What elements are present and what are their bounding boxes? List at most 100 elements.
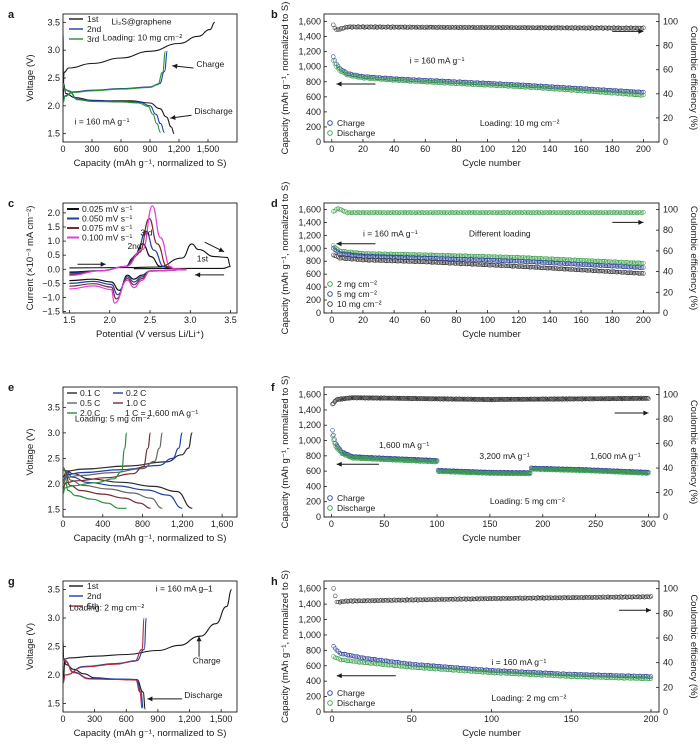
data-point bbox=[563, 257, 568, 262]
data-point bbox=[566, 261, 571, 266]
x-tick-label: 0 bbox=[329, 315, 334, 325]
data-point bbox=[498, 671, 504, 676]
data-point bbox=[504, 25, 509, 30]
annotation-arrow-head bbox=[336, 461, 342, 467]
data-point bbox=[501, 263, 506, 268]
data-point bbox=[338, 251, 344, 257]
data-point bbox=[488, 263, 493, 268]
x-tick-label: 140 bbox=[542, 315, 557, 325]
data-point bbox=[572, 595, 577, 601]
x-tick-label: 20 bbox=[358, 144, 368, 154]
data-point bbox=[604, 675, 609, 681]
data-point bbox=[645, 594, 650, 599]
data-point bbox=[545, 467, 551, 473]
data-point bbox=[642, 676, 647, 681]
data-point bbox=[633, 270, 638, 276]
data-point bbox=[482, 397, 487, 402]
data-point bbox=[487, 258, 492, 263]
data-point bbox=[572, 267, 578, 272]
data-point bbox=[346, 72, 352, 78]
data-point bbox=[639, 271, 645, 276]
data-point bbox=[554, 595, 560, 601]
data-point bbox=[511, 84, 517, 89]
data-point bbox=[364, 656, 370, 661]
data-point bbox=[448, 81, 453, 86]
data-point bbox=[616, 264, 621, 269]
data-point bbox=[465, 257, 470, 262]
data-point bbox=[525, 210, 531, 215]
data-point bbox=[551, 673, 556, 679]
data-point bbox=[499, 258, 504, 264]
data-point bbox=[539, 86, 545, 91]
data-point bbox=[353, 24, 358, 30]
data-point bbox=[463, 261, 468, 267]
data-point bbox=[617, 259, 623, 265]
data-point bbox=[391, 78, 397, 83]
data-point bbox=[518, 259, 523, 264]
data-point bbox=[384, 77, 389, 83]
data-point bbox=[441, 667, 446, 672]
data-point bbox=[451, 668, 456, 673]
data-point bbox=[357, 395, 363, 401]
series-line bbox=[62, 466, 183, 509]
data-point bbox=[507, 397, 513, 402]
data-point bbox=[513, 258, 518, 264]
panel-a: a 0 300 600 900 1,200 1,500 1.5 2.0 2.5 3.0 3.5 Capa… bbox=[8, 9, 238, 169]
data-point bbox=[637, 595, 643, 600]
data-point bbox=[640, 676, 646, 681]
data-point bbox=[546, 673, 552, 678]
data-point bbox=[597, 595, 603, 600]
x-tick-label: 1,500 bbox=[210, 714, 233, 724]
data-point bbox=[510, 671, 515, 677]
data-point bbox=[412, 79, 417, 84]
data-point bbox=[636, 210, 641, 215]
y-tick-label: 0 bbox=[316, 308, 321, 318]
x-tick-label: 1.5 bbox=[63, 315, 76, 325]
data-point bbox=[628, 676, 633, 681]
x-tick-label: 80 bbox=[451, 315, 461, 325]
data-point bbox=[425, 396, 430, 401]
data-point bbox=[510, 25, 515, 30]
annotation: Loading: 2 mg cm⁻² bbox=[492, 693, 567, 703]
data-point bbox=[376, 258, 381, 263]
data-point bbox=[347, 598, 352, 604]
data-point bbox=[516, 259, 521, 264]
data-point bbox=[628, 264, 634, 270]
cv-cathodic-line bbox=[69, 269, 187, 296]
data-point bbox=[456, 470, 461, 475]
data-point bbox=[641, 210, 646, 215]
data-point bbox=[470, 669, 475, 674]
legend-label: 1 C = 1,600 mA g⁻¹ bbox=[125, 408, 198, 418]
data-point bbox=[451, 253, 456, 258]
data-point bbox=[591, 268, 596, 274]
data-point bbox=[494, 263, 500, 268]
data-point bbox=[398, 664, 403, 669]
data-point bbox=[412, 665, 418, 670]
data-point bbox=[626, 594, 631, 599]
y-tick-label: 1.5 bbox=[47, 504, 60, 514]
data-point bbox=[568, 210, 573, 215]
data-point bbox=[545, 673, 550, 678]
data-point bbox=[373, 395, 378, 400]
data-point bbox=[578, 595, 583, 600]
data-point bbox=[500, 396, 505, 402]
legend-marker bbox=[327, 281, 333, 287]
data-point bbox=[621, 470, 627, 475]
data-point bbox=[418, 396, 423, 402]
data-point bbox=[521, 259, 526, 264]
data-point bbox=[588, 397, 593, 402]
data-point bbox=[459, 668, 464, 673]
data-point bbox=[588, 89, 593, 94]
plot-frame bbox=[323, 386, 660, 518]
data-point bbox=[625, 26, 630, 31]
data-point bbox=[346, 454, 351, 459]
legend-marker bbox=[327, 291, 333, 297]
legend-label: 2.0 C bbox=[80, 408, 100, 418]
data-point bbox=[337, 207, 342, 212]
data-point bbox=[514, 671, 520, 677]
data-point bbox=[331, 432, 336, 438]
annotation-arrow-head bbox=[218, 247, 225, 252]
data-point bbox=[451, 25, 456, 30]
data-point bbox=[374, 662, 379, 667]
data-point bbox=[552, 261, 557, 266]
